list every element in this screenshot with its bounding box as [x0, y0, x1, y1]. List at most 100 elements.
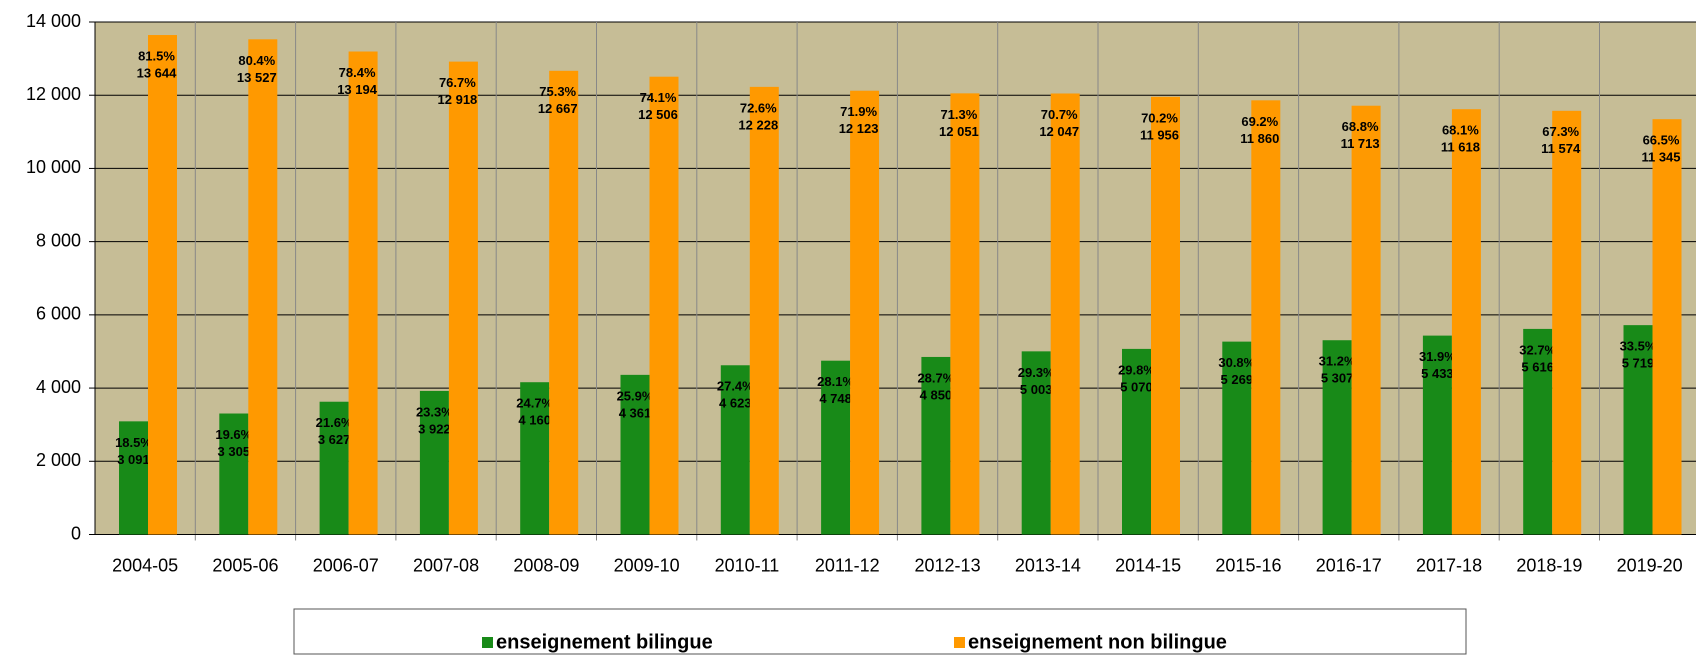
bar: [248, 39, 278, 535]
legend-label: enseignement non bilingue: [968, 631, 1227, 653]
x-tick-label: 2009-10: [614, 555, 680, 575]
bar: [319, 401, 349, 535]
y-tick-label: 14 000: [26, 11, 81, 31]
share-label: 68.1%: [1442, 123, 1479, 138]
bar: [219, 413, 249, 535]
x-tick-label: 2005-06: [212, 555, 278, 575]
share-label: 70.7%: [1041, 107, 1078, 122]
share-label: 67.3%: [1542, 124, 1579, 139]
value-label: 12 918: [438, 92, 478, 107]
bar: [720, 365, 750, 535]
value-label: 11 618: [1441, 140, 1480, 155]
bar: [749, 86, 779, 535]
legend-label: enseignement bilingue: [496, 631, 713, 653]
value-label: 5 003: [1020, 382, 1053, 397]
value-label: 3 922: [418, 421, 451, 436]
bar: [448, 61, 478, 535]
share-label: 68.8%: [1342, 119, 1379, 134]
x-tick-label: 2017-18: [1416, 555, 1482, 575]
bar: [1623, 325, 1653, 535]
share-label: 31.2%: [1319, 354, 1356, 369]
value-label: 5 433: [1421, 366, 1454, 381]
bar: [950, 93, 980, 535]
value-label: 12 051: [939, 124, 979, 139]
value-label: 11 713: [1341, 136, 1380, 151]
y-tick-label: 2 000: [36, 450, 81, 470]
value-label: 5 719: [1622, 356, 1655, 371]
bar: [1523, 328, 1553, 535]
value-label: 4 748: [819, 391, 852, 406]
value-label: 13 644: [137, 65, 178, 80]
value-label: 11 860: [1240, 131, 1279, 146]
bar: [348, 51, 378, 535]
share-label: 72.6%: [740, 100, 777, 115]
share-label: 66.5%: [1643, 133, 1680, 148]
bar: [850, 90, 880, 535]
share-label: 21.6%: [316, 415, 353, 430]
share-label: 30.8%: [1218, 355, 1255, 370]
share-label: 32.7%: [1519, 342, 1556, 357]
y-tick-label: 4 000: [36, 377, 81, 397]
value-label: 5 269: [1221, 372, 1254, 387]
y-tick-label: 12 000: [26, 84, 81, 104]
y-tick-label: 6 000: [36, 304, 81, 324]
x-tick-label: 2012-13: [915, 555, 981, 575]
x-tick-label: 2006-07: [313, 555, 379, 575]
share-label: 75.3%: [539, 84, 576, 99]
value-label: 3 627: [318, 432, 351, 447]
share-label: 19.6%: [215, 427, 252, 442]
value-label: 5 307: [1321, 371, 1354, 386]
x-tick-label: 2016-17: [1316, 555, 1382, 575]
value-label: 13 194: [337, 82, 378, 97]
value-label: 12 667: [538, 101, 578, 116]
share-label: 70.2%: [1141, 110, 1178, 125]
bar: [1652, 119, 1682, 535]
share-label: 18.5%: [115, 435, 152, 450]
value-label: 4 160: [518, 413, 551, 428]
value-label: 12 228: [738, 117, 778, 132]
bar: [620, 374, 650, 535]
value-label: 3 091: [117, 452, 150, 467]
share-label: 23.3%: [416, 404, 453, 419]
y-tick-label: 0: [71, 523, 81, 543]
x-tick-label: 2004-05: [112, 555, 178, 575]
value-label: 12 506: [638, 107, 678, 122]
share-label: 29.8%: [1118, 362, 1155, 377]
value-label: 11 345: [1641, 150, 1680, 165]
share-label: 81.5%: [138, 48, 175, 63]
bar: [921, 356, 951, 535]
share-label: 71.3%: [940, 107, 977, 122]
value-label: 3 305: [218, 444, 251, 459]
x-tick-label: 2008-09: [513, 555, 579, 575]
value-label: 5 616: [1521, 359, 1554, 374]
value-label: 11 956: [1140, 127, 1179, 142]
bar: [1351, 105, 1381, 535]
share-label: 27.4%: [717, 379, 754, 394]
bar: [148, 35, 177, 535]
legend-swatch: [482, 637, 493, 648]
bar: [1050, 93, 1080, 535]
bar: [549, 70, 579, 535]
x-tick-label: 2011-12: [815, 555, 880, 575]
share-label: 71.9%: [840, 104, 877, 119]
x-tick-label: 2014-15: [1115, 555, 1181, 575]
value-label: 12 123: [839, 121, 879, 136]
share-label: 33.5%: [1620, 339, 1657, 354]
legend-box: [293, 608, 1467, 655]
value-label: 5 070: [1120, 379, 1153, 394]
bar: [1222, 341, 1252, 535]
value-label: 4 623: [719, 396, 752, 411]
x-tick-label: 2018-19: [1516, 555, 1582, 575]
bar: [821, 360, 851, 535]
y-tick-label: 10 000: [26, 157, 81, 177]
bar: [649, 76, 679, 535]
share-label: 28.1%: [817, 374, 854, 389]
share-label: 74.1%: [640, 90, 677, 105]
share-label: 29.3%: [1018, 365, 1055, 380]
x-tick-label: 2010-11: [715, 555, 780, 575]
bar: [1451, 109, 1481, 535]
x-tick-label: 2015-16: [1215, 555, 1281, 575]
value-label: 11 574: [1541, 141, 1581, 156]
value-label: 4 361: [619, 405, 652, 420]
